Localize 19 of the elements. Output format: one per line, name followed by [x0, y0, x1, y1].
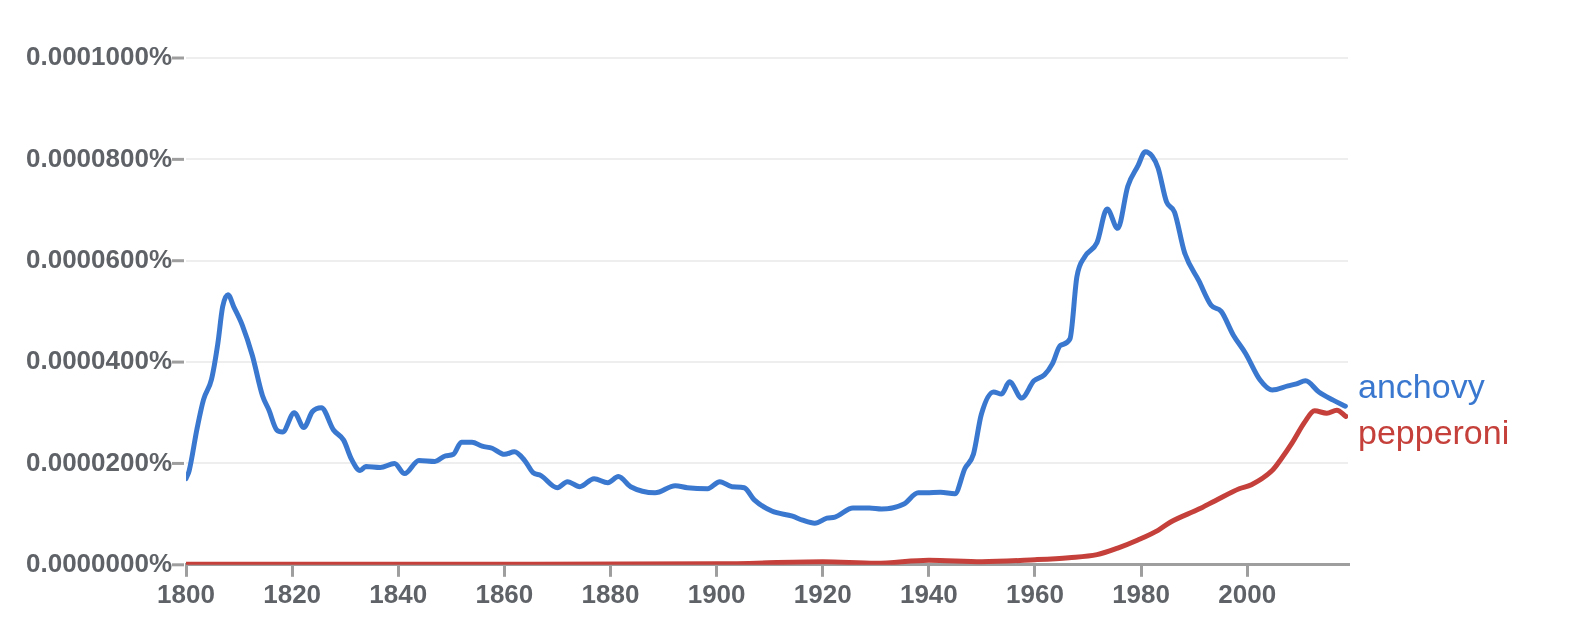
x-tick-label: 1920: [793, 578, 852, 609]
x-tick-label: 1820: [263, 578, 322, 609]
x-tick-label: 1960: [1006, 578, 1064, 609]
x-tick-label: 1940: [899, 578, 958, 609]
x-tick-label: 1860: [475, 578, 534, 609]
x-tick-label: 1900: [687, 578, 746, 609]
x-tick-label: 1800: [157, 578, 215, 609]
y-tick-label: 0.0000200%: [25, 446, 173, 477]
y-tick-label: 0.0000600%: [25, 243, 173, 274]
x-tick-label: 1840: [369, 578, 428, 609]
x-tick-label: 1880: [581, 578, 640, 609]
y-tick-label: 0.0001000%: [25, 41, 173, 72]
y-tick-label: 0.0000800%: [25, 142, 173, 173]
x-tick-label: 1980: [1112, 578, 1170, 609]
series-label: pepperoni: [1358, 412, 1510, 451]
x-tick-label: 2000: [1218, 578, 1277, 609]
y-tick-label: 0.0000400%: [25, 345, 173, 376]
y-tick-label: 0.0000000%: [25, 547, 173, 578]
series-label: anchovy: [1358, 366, 1485, 405]
